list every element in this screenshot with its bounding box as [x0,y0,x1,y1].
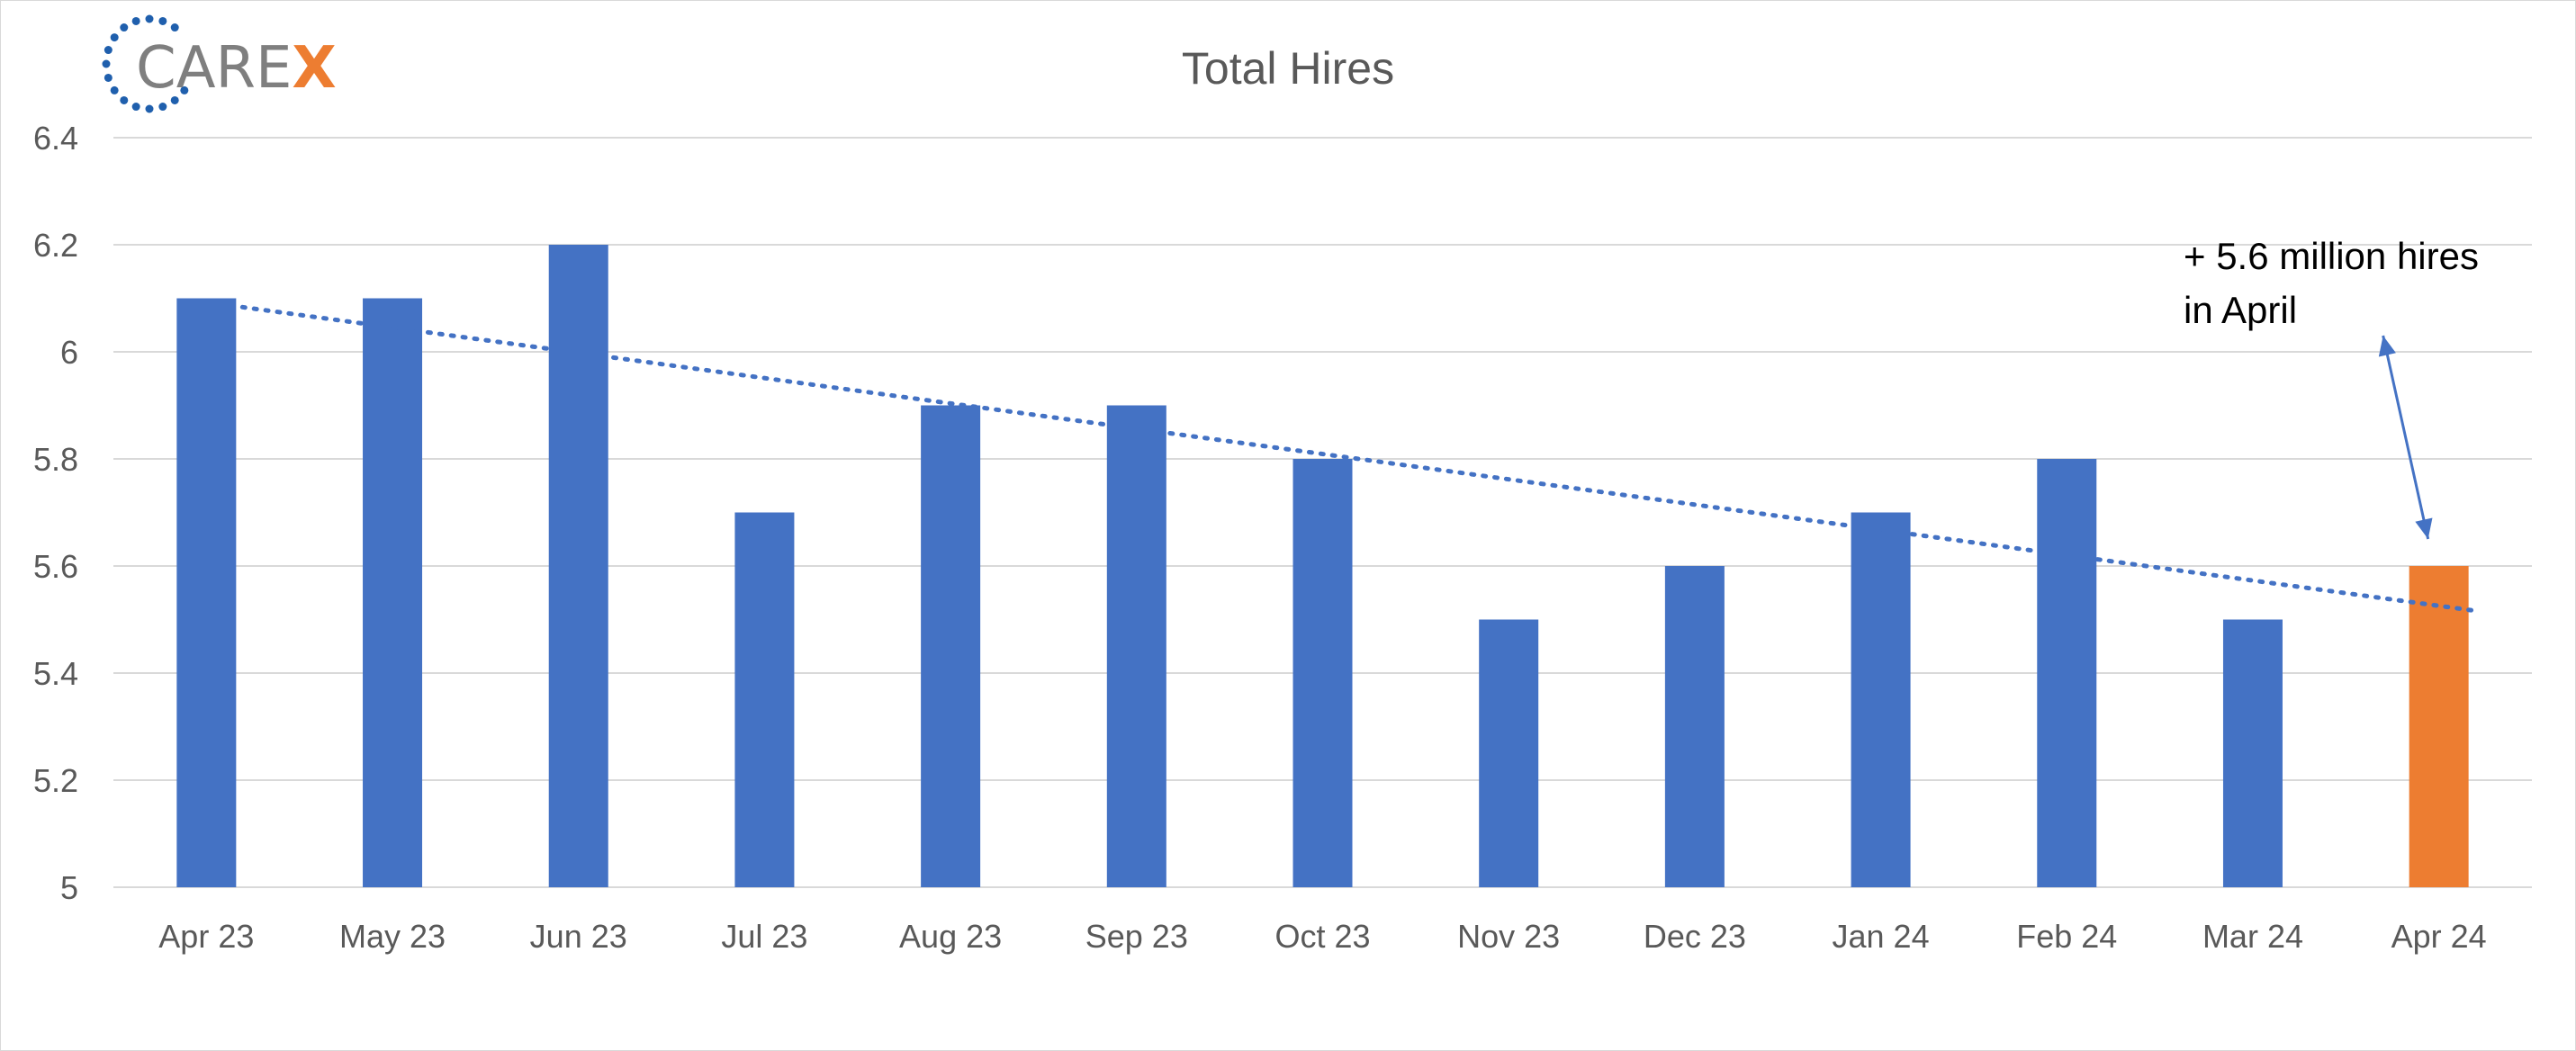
x-tick-label: Aug 23 [899,918,1002,955]
logo-dot [120,95,129,104]
arrow-head [2378,336,2396,357]
logo-dot [104,73,113,82]
logo-dot-ring [102,14,189,113]
y-axis-tick-labels: 5 5.2 5.4 5.6 5.8 6 6.2 6.4 [33,120,78,906]
logo-dot [131,16,140,25]
arrow-head [2415,517,2433,539]
x-tick-label: Feb 24 [2016,918,2117,955]
logo-dot [110,33,119,42]
x-tick-label: Jan 24 [1833,918,1930,955]
trendline-path [239,304,2478,614]
x-tick-label: Oct 23 [1274,918,1370,955]
x-tick-label: Mar 24 [2202,918,2303,955]
x-tick-label: Apr 23 [158,918,254,955]
bar [1851,512,1911,887]
bar [1664,566,1725,887]
y-tick-label: 5.8 [33,441,78,478]
x-tick-label: May 23 [339,918,446,955]
logo-dot [104,46,113,55]
bar [1479,619,1539,887]
logo-dot [170,95,179,104]
chart-title: Total Hires [1182,43,1394,94]
bar [734,512,795,887]
bar [2409,566,2469,887]
logo-dot [158,16,167,25]
y-tick-label: 5.2 [33,762,78,799]
logo-dot [110,85,119,94]
logo-dot [120,23,129,32]
y-tick-label: 6 [60,334,78,371]
svg-text:CAREX: CAREX [136,35,337,102]
x-axis-tick-labels: Apr 23 May 23 Jun 23 Jul 23 Aug 23 Sep 23 Oct … [158,918,2486,955]
annotation-line-2: in April [2184,289,2297,331]
arrow-shaft [2382,335,2430,540]
bar [176,298,237,887]
x-tick-label: Apr 24 [2391,918,2487,955]
bar [2222,619,2283,887]
logo-dot [102,59,111,68]
x-tick-label: Sep 23 [1085,918,1188,955]
bar [548,245,608,887]
x-tick-label: Nov 23 [1457,918,1560,955]
logo-dot [170,23,179,32]
logo-text-main: CARE [136,35,292,102]
y-tick-label: 5.4 [33,655,78,692]
carex-logo: CAREX [102,14,337,113]
y-tick-label: 5 [60,869,78,906]
x-tick-label: Jul 23 [721,918,807,955]
annotation-arrow [2378,335,2433,540]
logo-dot [158,103,167,112]
y-tick-label: 6.4 [33,120,78,157]
logo-text-accent: X [292,35,336,102]
bar [921,405,981,887]
x-tick-label: Dec 23 [1644,918,1746,955]
bar [363,298,423,887]
bar [1106,405,1166,887]
annotation-line-1: + 5.6 million hires [2184,235,2479,277]
bar [1293,459,1353,887]
logo-dot [180,85,189,94]
logo-dot [145,104,154,113]
y-tick-label: 6.2 [33,227,78,264]
logo-dot [131,103,140,112]
x-tick-label: Jun 23 [530,918,627,955]
y-tick-label: 5.6 [33,548,78,585]
trendline [239,304,2478,614]
logo-dot [145,14,154,23]
bar [2037,459,2097,887]
annotation: + 5.6 million hires in April [2184,235,2479,540]
